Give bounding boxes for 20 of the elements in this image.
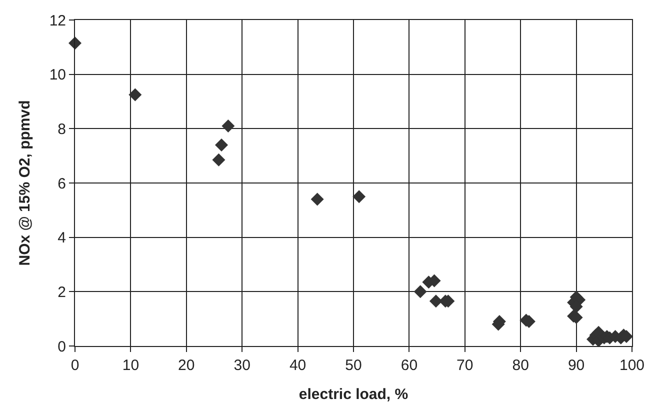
y-tick-label: 12	[49, 12, 66, 30]
y-tick-label: 10	[49, 66, 66, 84]
x-axis-title: electric load, %	[298, 386, 408, 403]
x-tick-label: 90	[568, 357, 585, 374]
y-tick-label: 2	[58, 284, 66, 301]
x-tick-label: 100	[619, 357, 645, 374]
x-tick-label: 50	[345, 357, 362, 374]
y-tick-label: 6	[58, 175, 66, 192]
x-tick-label: 40	[289, 357, 306, 374]
y-tick-label: 8	[58, 120, 66, 138]
y-tick-label: 0	[58, 338, 66, 356]
x-tick-label: 20	[178, 357, 195, 374]
y-axis-title: NOx @ 15% O2, ppmvd	[16, 100, 34, 266]
x-tick-label: 80	[512, 357, 529, 374]
x-tick-label: 0	[70, 357, 80, 374]
y-tick-label: 4	[58, 230, 66, 247]
x-tick-label: 10	[122, 357, 140, 374]
x-tick-label: 70	[456, 357, 474, 374]
x-tick-label: 30	[234, 357, 250, 374]
x-tick-label: 60	[400, 357, 418, 374]
